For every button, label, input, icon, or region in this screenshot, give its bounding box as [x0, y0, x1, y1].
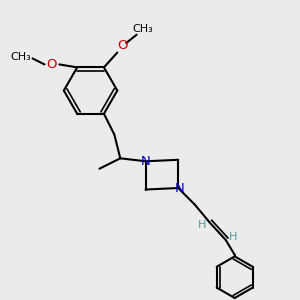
- Text: H: H: [229, 232, 237, 242]
- Text: N: N: [175, 182, 184, 194]
- Text: CH₃: CH₃: [132, 24, 153, 34]
- Text: CH₃: CH₃: [10, 52, 31, 62]
- Text: N: N: [141, 155, 150, 168]
- Text: H: H: [198, 220, 206, 230]
- Text: O: O: [47, 58, 57, 71]
- Text: O: O: [117, 40, 128, 52]
